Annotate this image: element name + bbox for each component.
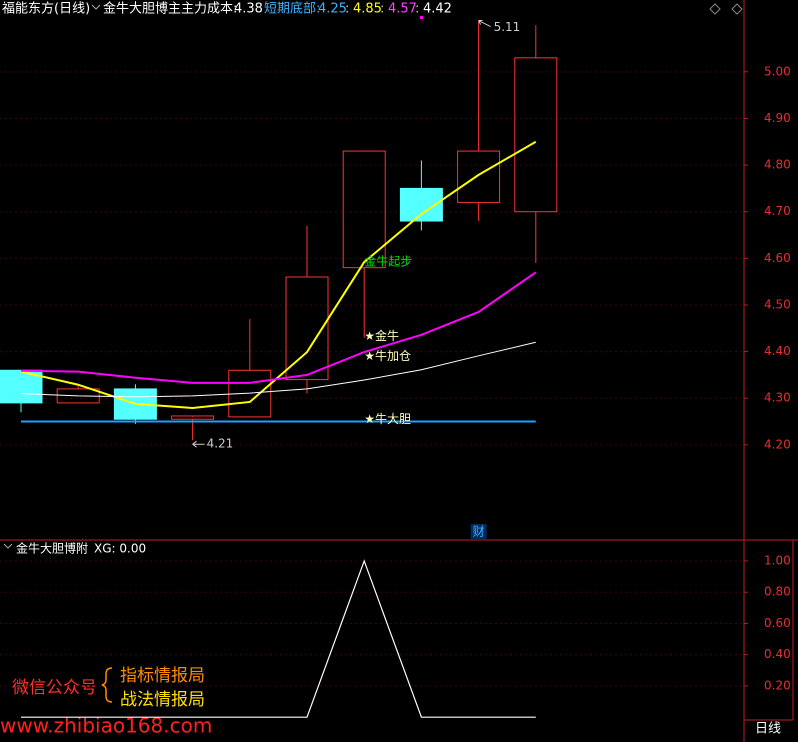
arrow bbox=[192, 440, 205, 448]
bottom-label: 短期底部: bbox=[264, 1, 320, 17]
ma-line bbox=[20, 140, 537, 410]
menu-icon[interactable] bbox=[3, 543, 13, 549]
y-tick-label: 4.80 bbox=[764, 158, 791, 172]
y-tick-label: 4.40 bbox=[764, 344, 791, 358]
signal-line bbox=[21, 559, 536, 718]
annotation: ★金牛 bbox=[364, 328, 399, 343]
candle-body bbox=[285, 276, 329, 381]
cost-value: 4.38 bbox=[234, 2, 263, 17]
y-tick-label: 0.80 bbox=[764, 585, 791, 599]
ma-line bbox=[20, 341, 536, 398]
y-tick-label: 4.30 bbox=[764, 391, 791, 405]
candle-body bbox=[514, 57, 558, 213]
marker-box bbox=[470, 524, 487, 539]
arrow bbox=[478, 20, 491, 27]
legend-value: 4.42 bbox=[423, 2, 452, 17]
y-tick-label: 4.60 bbox=[764, 251, 791, 265]
watermark: 战法情报局 bbox=[120, 690, 205, 710]
y-tick-label: 4.20 bbox=[764, 437, 791, 451]
y-tick-label: 1.00 bbox=[764, 553, 791, 567]
marker-text: 财 bbox=[473, 525, 485, 539]
brace bbox=[101, 667, 113, 703]
y-tick-label: 0.40 bbox=[764, 647, 791, 661]
separator: : bbox=[415, 2, 419, 17]
panel-subtitle: XG: 0.00 bbox=[94, 542, 146, 556]
period-label: 日线 bbox=[755, 722, 781, 737]
annotation: ★牛大胆 bbox=[364, 411, 411, 426]
indicator-name: 金牛大胆博主 bbox=[103, 1, 181, 17]
legend-value: 4.25 bbox=[318, 2, 347, 17]
y-tick-label: 0.60 bbox=[764, 616, 791, 630]
diamond-icon[interactable] bbox=[709, 3, 721, 15]
y-tick-label: 4.70 bbox=[764, 204, 791, 218]
ma-line bbox=[20, 271, 537, 384]
diamond-icon[interactable] bbox=[731, 3, 743, 15]
legend-value: 4.57 bbox=[388, 2, 417, 17]
legend-value: 4.85 bbox=[353, 2, 382, 17]
y-tick-label: 5.00 bbox=[764, 64, 791, 78]
panel-title: 金牛大胆博附 bbox=[16, 541, 88, 556]
watermark: 微信公众号 bbox=[12, 678, 97, 698]
separator: : bbox=[380, 2, 384, 17]
annotation: 金牛起步 bbox=[364, 254, 412, 269]
cost-label: 主力成本: bbox=[181, 2, 237, 17]
y-tick-label: 0.20 bbox=[764, 678, 791, 692]
candle-body bbox=[228, 369, 272, 418]
low-label: 4.21 bbox=[207, 437, 234, 451]
stock-name: 福能东方(日线) bbox=[2, 1, 90, 17]
high-label: 5.11 bbox=[494, 20, 521, 34]
y-tick-label: 4.90 bbox=[764, 111, 791, 125]
dot bbox=[420, 16, 423, 19]
candle-body bbox=[457, 150, 501, 203]
y-tick-label: 4.50 bbox=[764, 297, 791, 311]
menu-icon[interactable] bbox=[91, 4, 101, 10]
candle-body bbox=[171, 415, 215, 420]
watermark: 指标情报局 bbox=[120, 666, 205, 686]
candle-body bbox=[342, 150, 386, 269]
annotation: ★牛加仓 bbox=[364, 348, 411, 363]
separator: : bbox=[345, 2, 349, 17]
